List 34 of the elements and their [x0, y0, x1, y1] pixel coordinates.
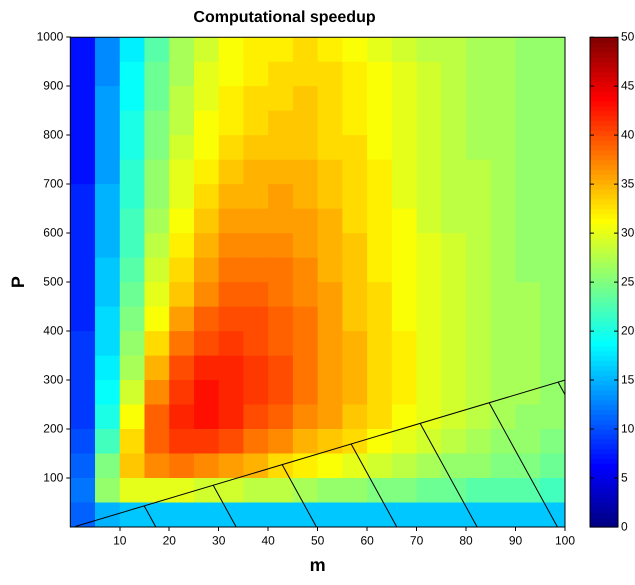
x-tick-label: 80: [459, 534, 474, 548]
color-bar-label: 10: [621, 421, 635, 436]
y-tick-label: 100: [43, 470, 64, 484]
x-tick-label: 50: [310, 534, 325, 548]
y-tick-label: 500: [43, 274, 64, 288]
y-axis-title: P: [8, 276, 28, 288]
color-bar-label: 30: [621, 225, 635, 240]
x-tick-label: 90: [508, 534, 523, 548]
x-tick-label: 20: [162, 534, 176, 548]
y-tick-label: 700: [43, 176, 64, 190]
x-tick-label: 100: [554, 534, 576, 548]
color-bar-label: 15: [621, 372, 635, 386]
x-tick-label: 40: [261, 534, 276, 548]
color-bar-label: 25: [621, 274, 635, 288]
color-bar-label: 20: [621, 323, 635, 338]
y-tick-label: 300: [43, 372, 64, 386]
color-bar-label: 50: [621, 30, 635, 44]
y-tick-label: 900: [43, 78, 64, 92]
x-tick-label: 30: [212, 534, 226, 548]
y-tick-label: 1000: [36, 30, 64, 44]
x-axis-title: m: [310, 555, 326, 576]
y-tick-label: 400: [43, 323, 64, 338]
color-bar-label: 0: [621, 519, 628, 534]
color-bar-label: 35: [621, 176, 635, 190]
x-tick-label: 70: [410, 534, 424, 548]
y-tick-label: 200: [43, 421, 64, 436]
color-bar-label: 45: [621, 78, 635, 92]
color-bar-label: 40: [621, 127, 635, 142]
x-tick-label: 10: [113, 534, 127, 548]
color-bar-label: 5: [621, 470, 628, 484]
chart-title: Computational speedup: [193, 9, 376, 26]
y-tick-label: 800: [43, 127, 64, 142]
y-tick-label: 600: [43, 225, 64, 240]
x-tick-label: 60: [360, 534, 374, 548]
